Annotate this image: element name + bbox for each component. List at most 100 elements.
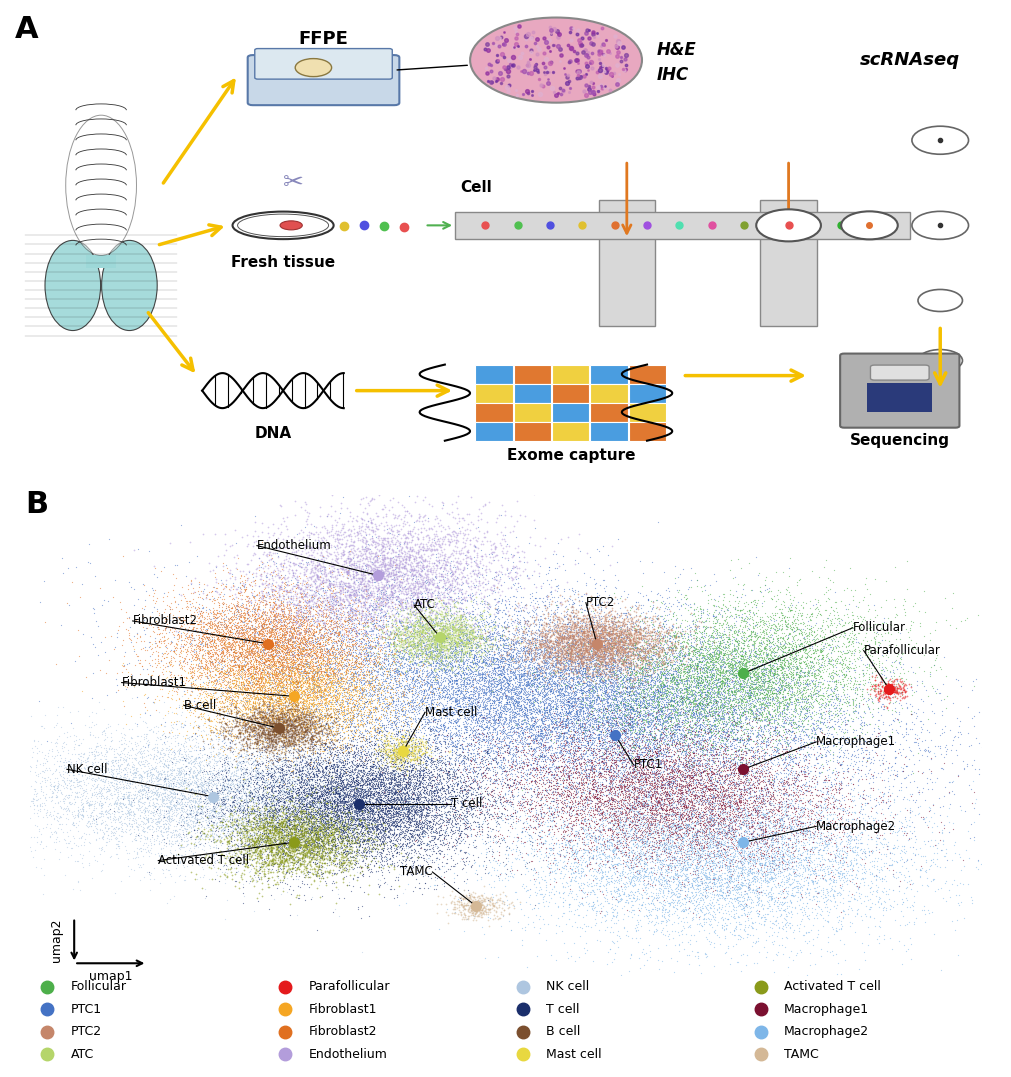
Point [819,645,835,662]
Point [271,725,287,742]
Point [352,546,368,563]
Point [254,731,270,749]
Point [338,646,354,663]
Point [646,738,662,755]
Point [460,769,476,786]
Point [473,624,489,641]
Point [772,612,789,629]
Point [299,624,315,641]
Point [731,761,747,779]
Point [918,864,934,881]
Point [482,545,498,562]
Point [311,851,328,868]
Point [849,771,865,788]
Point [241,662,257,680]
Point [246,658,262,675]
Point [404,669,421,686]
Point [260,765,276,782]
Point [309,803,326,821]
Point [296,865,312,882]
Point [185,784,201,801]
Point [664,645,680,662]
Point [140,666,156,683]
Point [700,631,716,648]
Point [731,831,747,849]
Point [109,772,125,789]
Point [745,800,761,817]
Point [503,680,520,697]
Point [616,621,632,639]
Point [343,578,359,596]
Point [425,695,441,712]
Point [363,714,379,731]
Point [732,839,748,856]
Point [780,854,797,871]
Point [199,585,215,602]
Point [636,861,652,878]
Point [467,643,483,660]
Point [668,700,684,717]
Point [253,663,269,681]
Point [636,723,652,740]
Point [817,652,833,669]
Point [698,697,714,714]
Point [269,630,285,647]
Point [121,800,137,817]
Point [407,800,424,817]
Point [786,787,802,805]
Point [335,855,351,872]
Point [482,605,498,623]
Point [271,718,287,736]
Point [202,653,218,670]
Point [264,694,280,711]
Point [151,765,167,782]
Point [529,761,545,779]
Point [451,617,467,634]
Point [700,688,716,705]
Point [534,658,550,675]
Point [257,660,273,677]
Point [660,625,676,642]
Point [502,611,519,628]
Point [550,777,566,794]
Point [110,838,126,855]
Point [361,731,377,749]
Point [472,703,488,721]
Point [318,760,335,778]
Point [702,653,718,670]
Point [720,670,736,687]
Point [369,797,385,814]
Point [733,614,749,631]
Point [871,689,888,707]
Point [463,799,479,816]
Point [430,698,446,715]
Point [599,611,615,628]
Point [330,680,346,697]
Point [678,699,695,716]
Point [570,646,586,663]
Point [445,606,461,624]
Point [468,808,484,825]
Point [482,756,498,773]
Point [727,676,743,694]
Point [670,631,686,648]
Point [747,807,763,824]
Point [670,822,686,839]
Point [708,675,724,693]
Point [532,723,548,740]
Point [656,835,672,852]
Point [157,753,173,770]
Point [600,766,616,783]
Point [837,795,853,812]
Point [346,867,362,884]
Point [697,730,713,747]
Point [328,669,344,686]
Point [204,628,220,645]
Point [738,628,754,645]
Point [639,666,655,683]
Point [627,845,643,863]
Point [254,729,270,746]
Point [289,743,305,760]
Point [589,881,606,898]
Point [623,695,639,712]
